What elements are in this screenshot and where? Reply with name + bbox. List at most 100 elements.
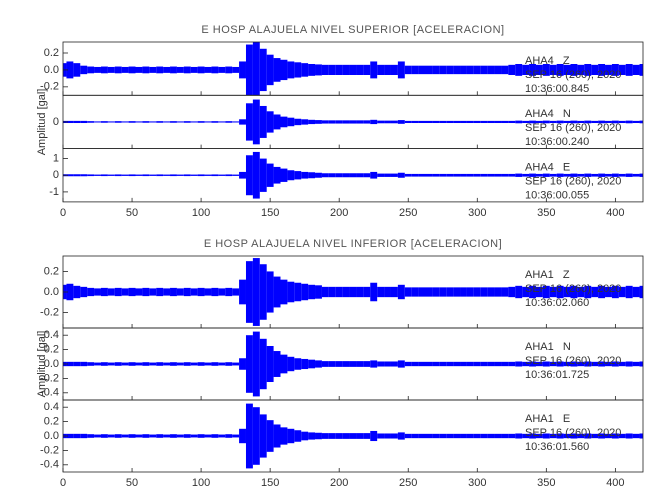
waveform-envelope	[280, 427, 288, 445]
waveform-envelope	[128, 174, 136, 177]
waveform-envelope	[273, 114, 281, 130]
waveform-envelope	[211, 287, 219, 297]
waveform-envelope	[549, 286, 557, 298]
waveform-envelope	[460, 287, 467, 297]
waveform-envelope	[425, 361, 433, 367]
waveform-envelope	[363, 361, 371, 367]
waveform-envelope	[618, 173, 626, 177]
waveform-envelope	[446, 287, 454, 297]
waveform-envelope	[315, 360, 322, 368]
trace-label: 10:36:00.055	[525, 190, 589, 202]
waveform-envelope	[584, 433, 592, 439]
trace	[63, 331, 643, 397]
waveform-envelope	[515, 285, 523, 299]
waveform-envelope	[335, 286, 343, 298]
waveform-envelope	[384, 64, 391, 75]
waveform-envelope	[66, 61, 74, 79]
waveform-envelope	[535, 64, 543, 75]
waveform-envelope	[522, 361, 530, 367]
waveform-envelope	[225, 121, 233, 123]
y-tick-label: -1	[49, 186, 59, 198]
waveform-envelope	[121, 434, 129, 438]
y-tick-label: -0.2	[40, 444, 59, 456]
waveform-envelope	[94, 174, 101, 176]
waveform-envelope	[570, 120, 578, 124]
waveform-envelope	[156, 434, 164, 438]
waveform-envelope	[73, 433, 81, 439]
y-axis-label: Amplitud [gal]	[36, 331, 48, 398]
waveform-envelope	[308, 359, 316, 369]
waveform-envelope	[363, 120, 371, 124]
waveform-envelope	[321, 361, 329, 367]
waveform-envelope	[170, 434, 177, 438]
waveform-envelope	[225, 434, 233, 438]
trace-label: SEP 16 (260), 2020	[525, 122, 621, 134]
waveform-envelope	[176, 362, 184, 366]
waveform-envelope	[335, 120, 343, 124]
waveform-envelope	[356, 286, 364, 298]
waveform-envelope	[639, 173, 643, 177]
waveform-envelope	[252, 258, 260, 326]
waveform-envelope	[294, 430, 302, 442]
waveform-envelope	[259, 338, 267, 390]
waveform-envelope	[522, 173, 530, 177]
waveform-envelope	[149, 66, 157, 73]
waveform-envelope	[294, 282, 302, 302]
waveform-envelope	[245, 103, 253, 141]
waveform-envelope	[494, 287, 502, 297]
waveform-envelope	[425, 433, 433, 439]
x-tick-label: 400	[606, 477, 624, 489]
waveform-envelope	[94, 434, 101, 438]
waveform-envelope	[501, 433, 509, 439]
waveform-envelope	[508, 173, 516, 177]
x-tick-label: 300	[468, 207, 486, 219]
waveform-envelope	[411, 120, 419, 124]
y-tick-label: -0.2	[40, 372, 59, 384]
waveform-envelope	[432, 433, 440, 439]
waveform-envelope	[563, 64, 571, 75]
waveform-envelope	[308, 119, 316, 125]
waveform-envelope	[232, 434, 240, 438]
waveform-envelope	[370, 61, 378, 79]
waveform-envelope	[522, 120, 530, 124]
waveform-envelope	[328, 433, 336, 439]
waveform-envelope	[73, 174, 81, 177]
waveform-envelope	[439, 287, 447, 297]
waveform-envelope	[473, 287, 481, 297]
waveform-envelope	[252, 151, 260, 199]
waveform-envelope	[128, 434, 136, 438]
waveform-envelope	[432, 361, 440, 367]
waveform-envelope	[287, 281, 295, 303]
waveform-envelope	[556, 63, 564, 76]
waveform-envelope	[605, 361, 612, 367]
waveform-envelope	[425, 287, 433, 297]
waveform-envelope	[639, 433, 643, 439]
waveform-envelope	[259, 264, 267, 320]
waveform-envelope	[232, 174, 240, 176]
waveform-envelope	[397, 172, 405, 178]
waveform-envelope	[107, 288, 115, 296]
waveform-envelope	[149, 121, 157, 123]
waveform-envelope	[73, 361, 81, 367]
waveform-envelope	[197, 121, 205, 123]
waveform-envelope	[418, 433, 426, 439]
waveform-envelope	[100, 287, 108, 297]
waveform-envelope	[411, 65, 419, 75]
waveform-envelope	[605, 120, 612, 124]
waveform-envelope	[639, 285, 643, 299]
waveform-envelope	[280, 168, 288, 182]
waveform-envelope	[487, 173, 495, 177]
waveform-envelope	[384, 120, 391, 124]
waveform-envelope	[460, 433, 467, 439]
waveform-envelope	[453, 433, 461, 439]
waveform-envelope	[494, 433, 502, 439]
waveform-envelope	[508, 361, 516, 367]
waveform-envelope	[487, 433, 495, 439]
waveform-envelope	[446, 65, 454, 75]
waveform-envelope	[453, 361, 461, 367]
waveform-envelope	[453, 65, 461, 75]
waveform-envelope	[87, 121, 95, 123]
waveform-envelope	[342, 286, 350, 298]
waveform-envelope	[176, 174, 184, 176]
waveform-envelope	[163, 174, 171, 176]
